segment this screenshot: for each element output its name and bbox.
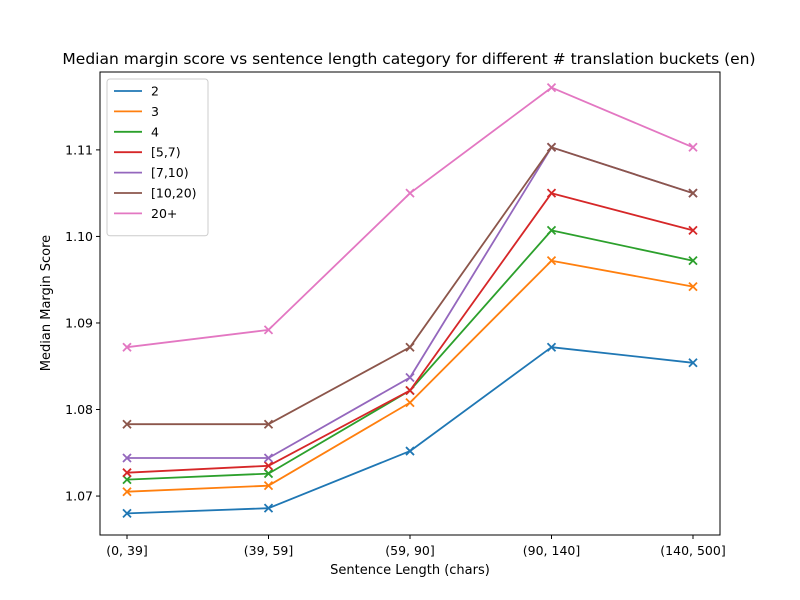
data-point-marker	[263, 503, 274, 513]
x-axis: (0, 39] (39, 59] (59, 90] (90, 140] (140, 50…	[106, 535, 726, 558]
data-point-marker	[405, 397, 415, 408]
legend-item: [10,20)	[114, 186, 197, 201]
data-point-marker	[546, 256, 557, 266]
data-point-marker	[546, 142, 557, 152]
data-point-marker	[405, 446, 415, 456]
y-tick-label: 1.07	[65, 489, 93, 504]
data-point-marker	[122, 468, 132, 478]
data-point-marker	[546, 82, 557, 93]
data-point-marker	[688, 358, 698, 368]
data-point-marker	[122, 453, 132, 463]
chart-title: Median margin score vs sentence length c…	[62, 50, 755, 68]
data-point-marker	[122, 508, 132, 519]
legend-item: 2	[114, 84, 159, 99]
legend-label: 4	[151, 124, 159, 139]
series-layer	[122, 82, 698, 519]
series-line	[126, 86, 694, 349]
data-point-marker	[688, 256, 698, 266]
data-point-marker	[688, 225, 698, 236]
data-point-marker	[546, 342, 557, 352]
y-axis: 1.07 1.08 1.09 1.10 1.11	[65, 142, 100, 504]
legend-item: 3	[114, 104, 159, 119]
data-point-marker	[122, 474, 132, 485]
data-point-marker	[405, 188, 415, 198]
data-point-marker	[405, 342, 415, 352]
data-point-marker	[688, 281, 698, 292]
series-[10,20)	[122, 142, 698, 429]
data-point-marker	[122, 342, 132, 352]
legend-label: [10,20)	[151, 186, 197, 201]
series-[7,10)	[122, 142, 698, 463]
legend-item: [5,7)	[114, 145, 181, 160]
series-3	[122, 256, 698, 497]
series-20+	[122, 82, 698, 352]
series-line	[126, 192, 694, 474]
data-point-marker	[263, 461, 274, 471]
legend-frame	[106, 78, 209, 237]
series-4	[122, 225, 698, 485]
data-point-marker	[688, 188, 698, 198]
data-point-marker	[546, 225, 557, 236]
legend-label: [7,10)	[151, 165, 189, 180]
data-point-marker	[122, 487, 132, 497]
series-[5,7)	[122, 188, 698, 478]
legend-label: 20+	[151, 206, 177, 221]
x-tick-label: (0, 39]	[106, 543, 148, 558]
y-axis-label: Median Margin Score	[39, 235, 54, 371]
legend-label: [5,7)	[151, 145, 181, 160]
legend-item: 20+	[114, 206, 177, 221]
data-point-marker	[122, 419, 132, 429]
y-tick-label: 1.08	[65, 402, 93, 417]
series-line	[126, 229, 694, 481]
series-line	[126, 146, 694, 426]
data-point-marker	[263, 325, 274, 335]
series-2	[122, 342, 698, 519]
legend-label: 2	[151, 84, 159, 99]
data-point-marker	[405, 372, 415, 383]
legend-label: 3	[151, 104, 159, 119]
data-point-marker	[263, 453, 274, 463]
data-point-marker	[405, 385, 415, 396]
data-point-marker	[546, 188, 557, 198]
legend-item: 4	[114, 124, 159, 139]
data-point-marker	[688, 142, 698, 152]
y-tick-label: 1.10	[65, 229, 93, 244]
x-axis-label: Sentence Length (chars)	[330, 563, 490, 578]
data-point-marker	[263, 419, 274, 429]
x-tick-label: (39, 59]	[244, 543, 294, 558]
x-tick-label: (59, 90]	[385, 543, 435, 558]
legend: 2 3 4 [5,7) [7,10) [10,20) 20+	[106, 78, 209, 237]
data-point-marker	[263, 481, 274, 491]
data-point-marker	[263, 468, 274, 479]
legend-item: [7,10)	[114, 165, 189, 180]
y-tick-label: 1.11	[65, 142, 93, 157]
x-tick-label: (140, 500]	[660, 543, 725, 558]
x-tick-label: (90, 140]	[523, 543, 580, 558]
y-tick-label: 1.09	[65, 315, 93, 330]
